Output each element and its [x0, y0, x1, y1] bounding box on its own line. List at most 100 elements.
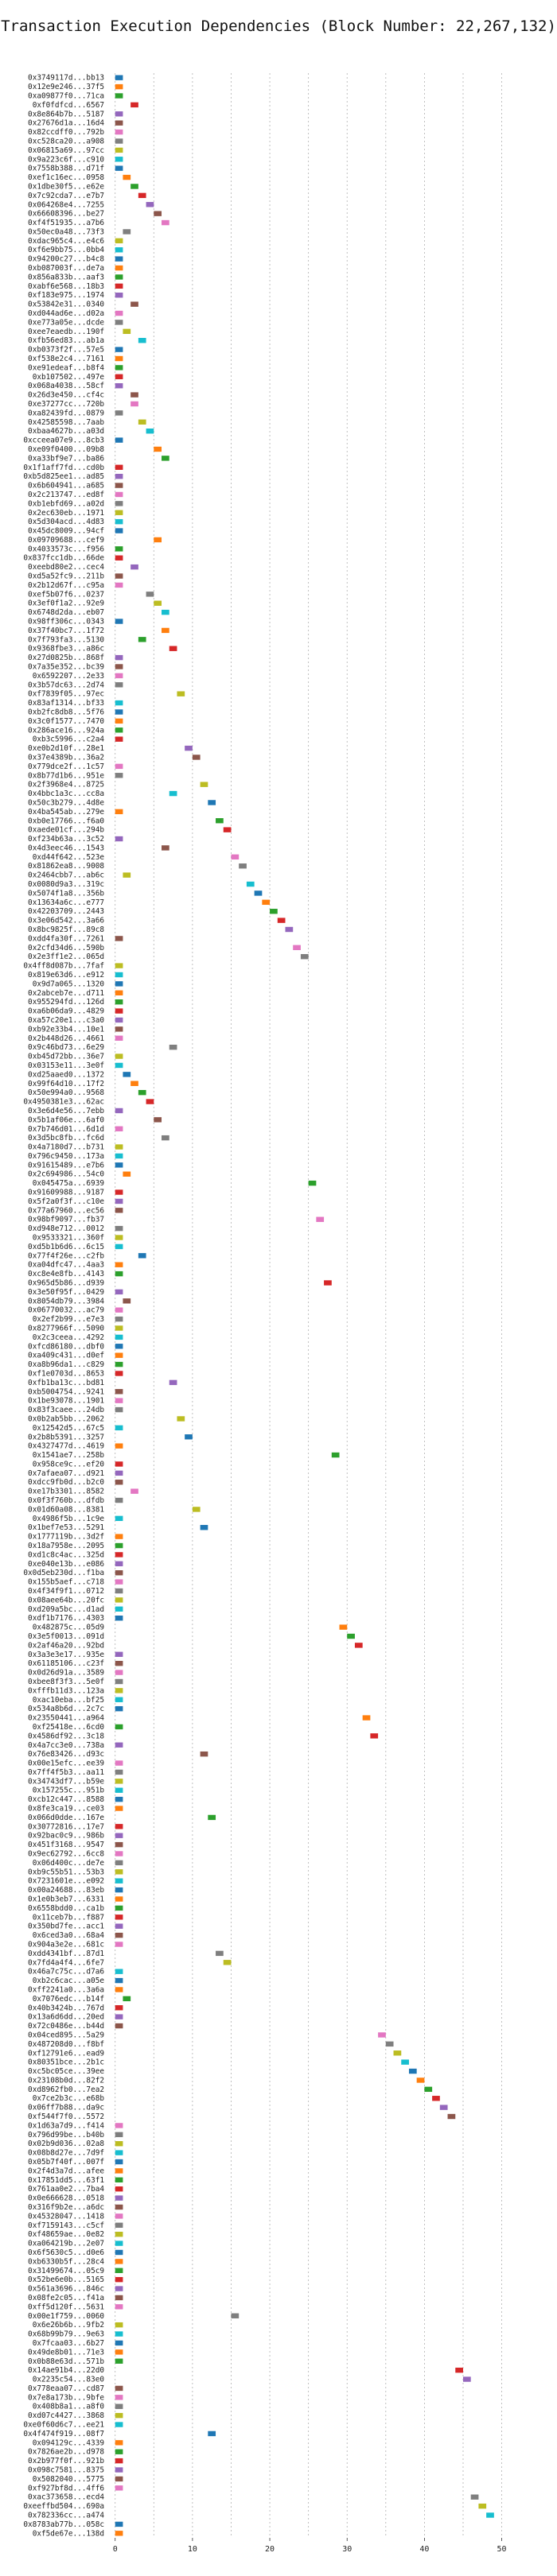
tx-bar	[115, 2349, 123, 2355]
tx-bar	[115, 2358, 123, 2364]
tx-label: 0xf5de67e...138d	[33, 2529, 104, 2538]
tx-label: 0x068a4038...58cf	[28, 382, 104, 390]
tx-bar	[115, 2276, 123, 2283]
tx-bar	[115, 981, 123, 987]
tx-label: 0xe09f0400...09b8	[28, 445, 104, 454]
tx-bar	[432, 2096, 440, 2101]
tx-bar	[115, 1026, 123, 1032]
tx-label: 0xeebd80e2...cec4	[28, 563, 104, 572]
tx-label: 0x3749117d...bb13	[28, 74, 104, 83]
tx-bar	[115, 2322, 123, 2328]
tx-bar	[115, 256, 123, 262]
tx-bar	[408, 2068, 417, 2074]
tx-label: 0x08b8d27e...7d9f	[28, 2149, 104, 2158]
tx-bar	[130, 1488, 138, 1494]
tx-bar	[115, 2304, 123, 2310]
tx-bar	[115, 619, 123, 624]
tx-label: 0xb45d72bb...36e7	[28, 1053, 104, 1061]
tx-bar	[115, 510, 123, 515]
tx-label: 0x965d5b86...d939	[28, 1279, 104, 1288]
tx-label: 0x3d5bc8fb...fc6d	[28, 1134, 104, 1143]
tx-bar	[185, 745, 193, 751]
tx-label: 0x13a6d6dd...20ed	[28, 2013, 104, 2022]
tx-label: 0x3b57dc63...2d74	[28, 681, 104, 689]
tx-bar	[115, 1887, 123, 1893]
tx-label: 0x9368fbe3...a86c	[28, 645, 104, 654]
tx-label: 0x76e83426...d93c	[28, 1750, 104, 1759]
tx-bar	[462, 2376, 471, 2382]
tx-label: 0x4ff8d087b...7faf	[23, 962, 104, 971]
tx-bar	[115, 1905, 123, 1911]
tx-bar	[115, 2476, 123, 2482]
tx-label: 0xe17b3301...8582	[28, 1488, 104, 1496]
tx-bar	[115, 1615, 123, 1621]
tx-bar	[115, 473, 123, 479]
tx-bar	[115, 2132, 123, 2138]
tx-label: 0xf12791e6...ead9	[28, 2049, 104, 2058]
tx-bar	[254, 890, 263, 896]
tx-bar	[115, 93, 123, 99]
tx-bar	[130, 401, 138, 407]
tx-label: 0xc528ca20...a908	[28, 137, 104, 145]
tx-label: 0x2b977f0f...921b	[28, 2457, 104, 2465]
tx-label: 0x37e4389b...36a2	[28, 753, 104, 762]
tx-bar	[123, 872, 131, 878]
tx-label: 0xe0b2d10f...28e1	[28, 744, 104, 753]
tx-label: 0x7ce2b3c...e68b	[33, 2094, 105, 2103]
tx-bar	[115, 120, 123, 126]
tx-bar	[115, 2159, 123, 2165]
tx-bar	[115, 147, 123, 153]
tx-bar	[115, 1579, 123, 1585]
tx-bar	[115, 437, 123, 443]
tx-label: 0xf25418e...6cd0	[33, 1723, 105, 1732]
tx-bar	[162, 1135, 169, 1141]
tx-label: 0x94200c27...b4c8	[28, 255, 104, 264]
tx-bar	[115, 365, 123, 370]
tx-bar	[231, 2313, 240, 2318]
tx-bar	[347, 1633, 355, 1639]
tx-label: 0xe0f60d6c7...ee21	[23, 2421, 104, 2430]
tx-bar	[115, 709, 123, 715]
tx-label: 0x11ceb7b...f887	[33, 1913, 104, 1922]
tx-bar	[115, 2458, 123, 2464]
tx-label: 0x4bbc1a3c...cc8a	[28, 789, 104, 798]
tx-bar	[115, 491, 123, 498]
tx-label: 0x155b5aef...c718	[28, 1578, 104, 1587]
tx-bar	[115, 1425, 123, 1431]
tx-bar	[308, 1180, 317, 1186]
tx-bar	[123, 1996, 131, 2002]
tx-label: 0xd209a5bc...d1ad	[28, 1605, 104, 1614]
tx-bar	[115, 1480, 123, 1485]
tx-bar	[115, 2412, 123, 2419]
tx-bar	[115, 1542, 123, 1549]
tx-bar	[200, 782, 208, 787]
tx-bar	[115, 718, 123, 724]
tx-label: 0xf234b63a...3c52	[28, 835, 104, 844]
tx-label: 0xf544f7f0...5572	[28, 2112, 104, 2121]
tx-label: 0x1541ae7...258b	[33, 1451, 105, 1460]
tx-label: 0x856a833b...aaf3	[28, 273, 104, 281]
tx-bar	[115, 1806, 123, 1811]
tx-bar	[115, 555, 123, 561]
tx-label: 0x4950381e3...62ac	[23, 1098, 104, 1107]
tx-bar	[115, 2340, 123, 2346]
tx-bar	[115, 2240, 123, 2246]
tx-bar	[115, 165, 123, 171]
tx-label: 0xff5d120f...5631	[28, 2302, 104, 2311]
x-tick-label: 0	[113, 2545, 118, 2554]
tx-bar	[192, 755, 201, 760]
tx-bar	[115, 2213, 123, 2219]
tx-label: 0xac10eba...bf25	[33, 1696, 104, 1705]
tx-bar	[154, 446, 162, 452]
tx-bar	[115, 763, 123, 770]
tx-label: 0x064268e4...7255	[28, 200, 104, 209]
tx-bar	[115, 1878, 123, 1884]
tx-label: 0x14ae91b4...22d0	[28, 2366, 104, 2375]
tx-label: 0x4f474f919...08f7	[23, 2430, 104, 2438]
tx-label: 0x83af1314...bf33	[28, 699, 104, 708]
tx-label: 0xa064219b...2e07	[28, 2240, 104, 2248]
tx-label: 0xb3c5996...c2a4	[33, 735, 105, 744]
tx-bar	[115, 1461, 123, 1467]
tx-bar	[300, 954, 309, 960]
x-tick-label: 20	[265, 2545, 275, 2554]
